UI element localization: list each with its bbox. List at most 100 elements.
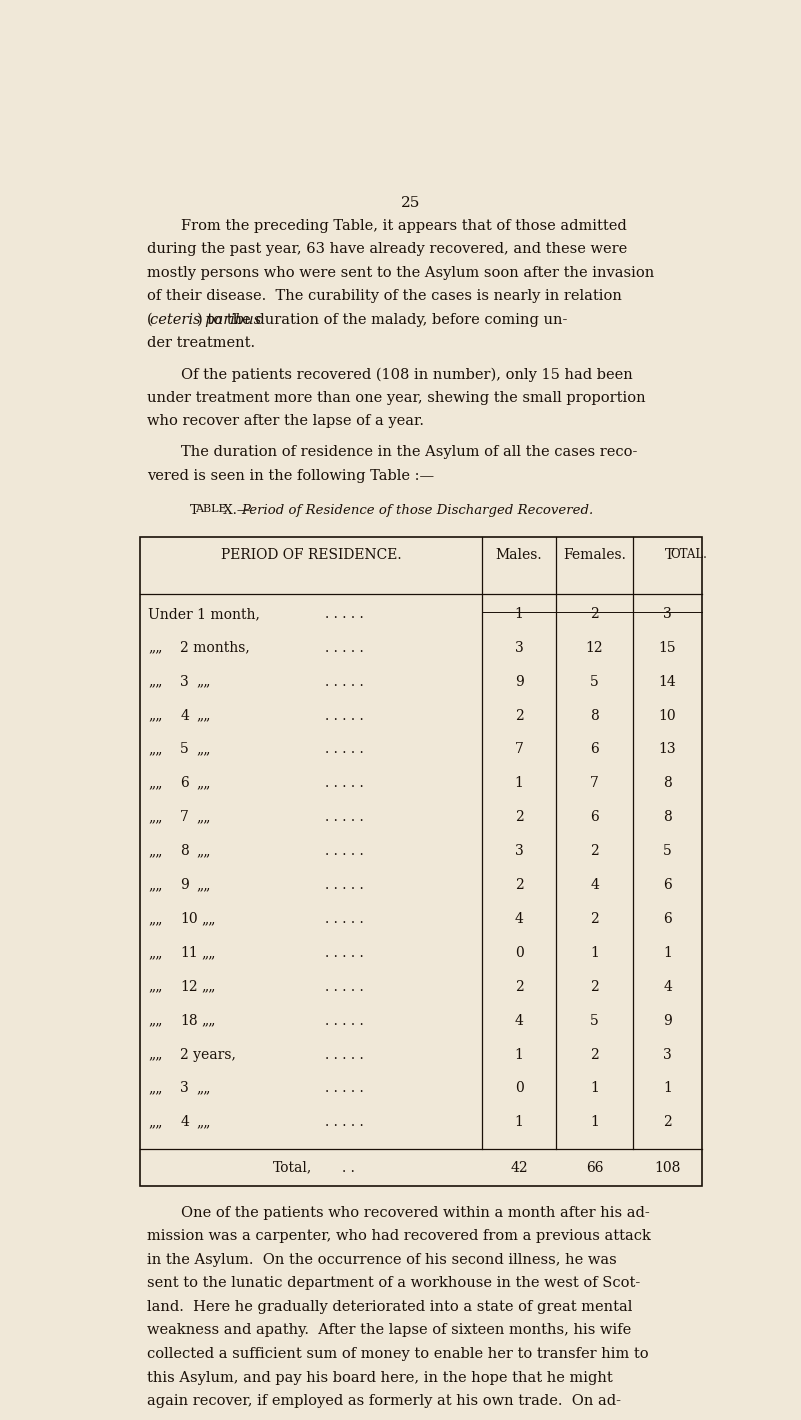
- Text: „„: „„: [148, 709, 163, 723]
- Text: 3: 3: [663, 606, 672, 621]
- Text: 2: 2: [663, 1115, 672, 1129]
- Text: 4: 4: [663, 980, 672, 994]
- Text: Under 1 month,: Under 1 month,: [148, 606, 260, 621]
- Text: 4: 4: [180, 709, 189, 723]
- Text: X.—: X.—: [219, 504, 251, 517]
- Text: „„: „„: [196, 674, 211, 689]
- Text: der treatment.: der treatment.: [147, 337, 255, 351]
- Text: Period of Residence of those Discharged Recovered.: Period of Residence of those Discharged …: [241, 504, 594, 517]
- Text: in the Asylum.  On the occurrence of his second illness, he was: in the Asylum. On the occurrence of his …: [147, 1252, 617, 1267]
- Text: 4: 4: [515, 1014, 524, 1028]
- Text: 1: 1: [590, 1115, 599, 1129]
- Text: 2: 2: [590, 912, 599, 926]
- Text: again recover, if employed as formerly at his own trade.  On ad-: again recover, if employed as formerly a…: [147, 1394, 621, 1409]
- Text: „„: „„: [148, 811, 163, 824]
- Text: 0: 0: [515, 1082, 524, 1095]
- Text: 4: 4: [180, 1115, 189, 1129]
- Text: „„: „„: [196, 709, 211, 723]
- Text: . . . . .: . . . . .: [325, 980, 364, 994]
- Text: 1: 1: [515, 777, 524, 791]
- Text: . . . . .: . . . . .: [325, 912, 364, 926]
- Text: . . . . .: . . . . .: [325, 606, 364, 621]
- Text: From the preceding Table, it appears that of those admitted: From the preceding Table, it appears tha…: [181, 219, 626, 233]
- Text: „„: „„: [196, 777, 211, 791]
- Text: „„: „„: [201, 1014, 215, 1028]
- Text: „„: „„: [148, 980, 163, 994]
- Text: „„: „„: [196, 1082, 211, 1095]
- Text: T: T: [190, 504, 199, 517]
- Text: . . . . .: . . . . .: [325, 878, 364, 892]
- Text: „„: „„: [148, 674, 163, 689]
- Text: 10: 10: [180, 912, 198, 926]
- Text: . . . . .: . . . . .: [325, 811, 364, 824]
- Text: 5: 5: [663, 843, 672, 858]
- Text: . .: . .: [342, 1160, 355, 1174]
- Text: 3: 3: [515, 640, 524, 655]
- Text: 1: 1: [590, 1082, 599, 1095]
- Text: of their disease.  The curability of the cases is nearly in relation: of their disease. The curability of the …: [147, 290, 622, 302]
- Text: „„: „„: [148, 1014, 163, 1028]
- Text: during the past year, 63 have already recovered, and these were: during the past year, 63 have already re…: [147, 241, 627, 256]
- Text: Males.: Males.: [496, 548, 542, 562]
- Text: 4: 4: [590, 878, 599, 892]
- Text: 5: 5: [590, 1014, 599, 1028]
- Text: „„: „„: [201, 912, 215, 926]
- Text: . . . . .: . . . . .: [325, 709, 364, 723]
- Text: „„: „„: [148, 1048, 163, 1062]
- Text: 6: 6: [663, 878, 672, 892]
- Text: 3: 3: [180, 1082, 189, 1095]
- Text: mission was a carpenter, who had recovered from a previous attack: mission was a carpenter, who had recover…: [147, 1230, 650, 1244]
- Text: weakness and apathy.  After the lapse of sixteen months, his wife: weakness and apathy. After the lapse of …: [147, 1323, 631, 1338]
- Text: 15: 15: [658, 640, 676, 655]
- Text: 3: 3: [180, 674, 189, 689]
- Text: 108: 108: [654, 1160, 681, 1174]
- Text: Of the patients recovered (108 in number), only 15 had been: Of the patients recovered (108 in number…: [181, 368, 633, 382]
- Text: land.  Here he gradually deteriorated into a state of great mental: land. Here he gradually deteriorated int…: [147, 1299, 632, 1314]
- Text: . . . . .: . . . . .: [325, 843, 364, 858]
- Text: 25: 25: [400, 196, 421, 210]
- Text: 1: 1: [663, 946, 672, 960]
- Text: 1: 1: [515, 1048, 524, 1062]
- Text: 12: 12: [180, 980, 198, 994]
- Text: 2: 2: [515, 878, 524, 892]
- Text: „„: „„: [201, 980, 215, 994]
- Text: 8: 8: [590, 709, 599, 723]
- Text: 42: 42: [510, 1160, 528, 1174]
- Text: 1: 1: [515, 1115, 524, 1129]
- Text: 2 months,: 2 months,: [180, 640, 250, 655]
- Text: 3: 3: [515, 843, 524, 858]
- Text: 2: 2: [590, 1048, 599, 1062]
- Text: 12: 12: [586, 640, 603, 655]
- Text: 18: 18: [180, 1014, 198, 1028]
- Text: „„: „„: [148, 777, 163, 791]
- Text: 7: 7: [515, 743, 524, 757]
- Text: OTAL.: OTAL.: [670, 548, 706, 561]
- Text: 2: 2: [590, 606, 599, 621]
- Text: 2: 2: [590, 843, 599, 858]
- Text: 5: 5: [180, 743, 189, 757]
- Text: 4: 4: [515, 912, 524, 926]
- Text: 9: 9: [663, 1014, 672, 1028]
- Text: „„: „„: [148, 946, 163, 960]
- Text: 1: 1: [663, 1082, 672, 1095]
- Text: 7: 7: [180, 811, 189, 824]
- Text: 2: 2: [590, 980, 599, 994]
- Text: „„: „„: [201, 946, 215, 960]
- Text: collected a sufficient sum of money to enable her to transfer him to: collected a sufficient sum of money to e…: [147, 1348, 648, 1360]
- Text: sent to the lunatic department of a workhouse in the west of Scot-: sent to the lunatic department of a work…: [147, 1277, 640, 1291]
- Text: 10: 10: [658, 709, 676, 723]
- Text: „„: „„: [148, 878, 163, 892]
- Text: 66: 66: [586, 1160, 603, 1174]
- Text: 0: 0: [515, 946, 524, 960]
- Text: under treatment more than one year, shewing the small proportion: under treatment more than one year, shew…: [147, 391, 646, 405]
- Text: 9: 9: [515, 674, 524, 689]
- Text: . . . . .: . . . . .: [325, 743, 364, 757]
- Text: mostly persons who were sent to the Asylum soon after the invasion: mostly persons who were sent to the Asyl…: [147, 266, 654, 280]
- Text: 6: 6: [590, 743, 599, 757]
- Text: ABLE: ABLE: [195, 504, 227, 514]
- Text: . . . . .: . . . . .: [325, 1014, 364, 1028]
- Text: . . . . .: . . . . .: [325, 1048, 364, 1062]
- Text: One of the patients who recovered within a month after his ad-: One of the patients who recovered within…: [181, 1206, 650, 1220]
- Text: „„: „„: [148, 912, 163, 926]
- Text: „„: „„: [196, 743, 211, 757]
